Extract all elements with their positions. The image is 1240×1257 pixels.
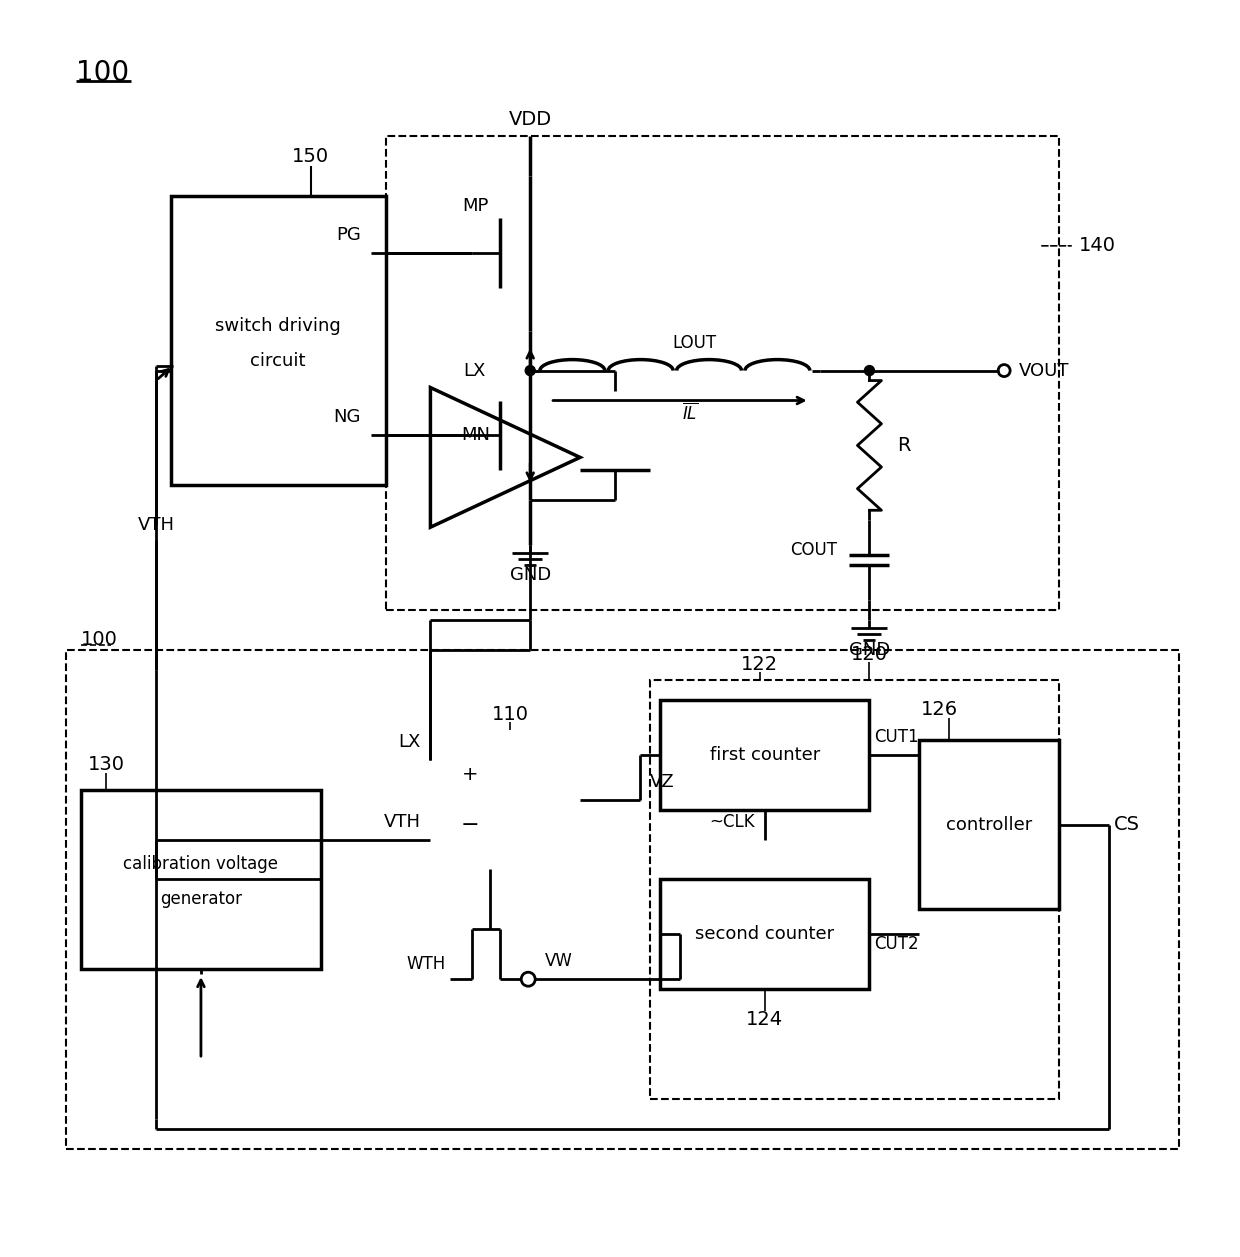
Text: COUT: COUT: [791, 542, 837, 559]
Text: VW: VW: [546, 953, 573, 970]
Text: NG: NG: [334, 409, 361, 426]
Text: controller: controller: [946, 816, 1032, 833]
Text: LX: LX: [463, 362, 485, 380]
Text: CUT2: CUT2: [874, 935, 919, 953]
Text: 110: 110: [492, 705, 528, 724]
Text: 130: 130: [88, 755, 125, 774]
Text: switch driving: switch driving: [215, 317, 341, 334]
Text: circuit: circuit: [250, 352, 305, 370]
Bar: [919, 740, 1059, 909]
Text: 124: 124: [746, 1009, 784, 1028]
Text: VTH: VTH: [383, 812, 420, 831]
Text: PG: PG: [336, 226, 361, 244]
Text: R: R: [898, 436, 911, 455]
Text: VDD: VDD: [508, 109, 552, 128]
Text: $\overline{IL}$: $\overline{IL}$: [682, 402, 698, 422]
Circle shape: [526, 366, 536, 376]
Text: generator: generator: [160, 890, 242, 909]
Text: VOUT: VOUT: [1019, 362, 1070, 380]
Text: 120: 120: [851, 645, 888, 665]
Bar: [66, 650, 1179, 1149]
Text: 100: 100: [76, 59, 129, 87]
Text: LOUT: LOUT: [673, 333, 717, 352]
Text: −: −: [461, 815, 480, 835]
Bar: [81, 789, 321, 969]
Bar: [386, 136, 1059, 610]
Bar: [660, 880, 869, 989]
Bar: [650, 680, 1059, 1099]
Text: MP: MP: [463, 197, 489, 215]
Text: +: +: [463, 766, 479, 784]
Text: GND: GND: [510, 566, 551, 585]
Text: LX: LX: [398, 733, 420, 750]
Text: MN: MN: [461, 426, 490, 445]
Bar: [660, 700, 869, 810]
Text: calibration voltage: calibration voltage: [124, 856, 279, 874]
Text: 150: 150: [293, 147, 330, 166]
Text: CS: CS: [1114, 815, 1140, 835]
Text: GND: GND: [849, 641, 890, 659]
Text: ~CLK: ~CLK: [709, 812, 755, 831]
Text: 140: 140: [1079, 236, 1116, 255]
Text: second counter: second counter: [696, 925, 835, 943]
Text: 122: 122: [742, 655, 779, 675]
Text: WTH: WTH: [407, 955, 445, 973]
Circle shape: [864, 366, 874, 376]
Text: VTH: VTH: [138, 517, 175, 534]
Text: 126: 126: [921, 700, 957, 719]
Text: 100: 100: [81, 631, 118, 650]
Bar: [171, 196, 386, 485]
Text: first counter: first counter: [709, 745, 820, 764]
Text: VZ: VZ: [650, 773, 675, 791]
Text: CUT1: CUT1: [874, 728, 919, 745]
